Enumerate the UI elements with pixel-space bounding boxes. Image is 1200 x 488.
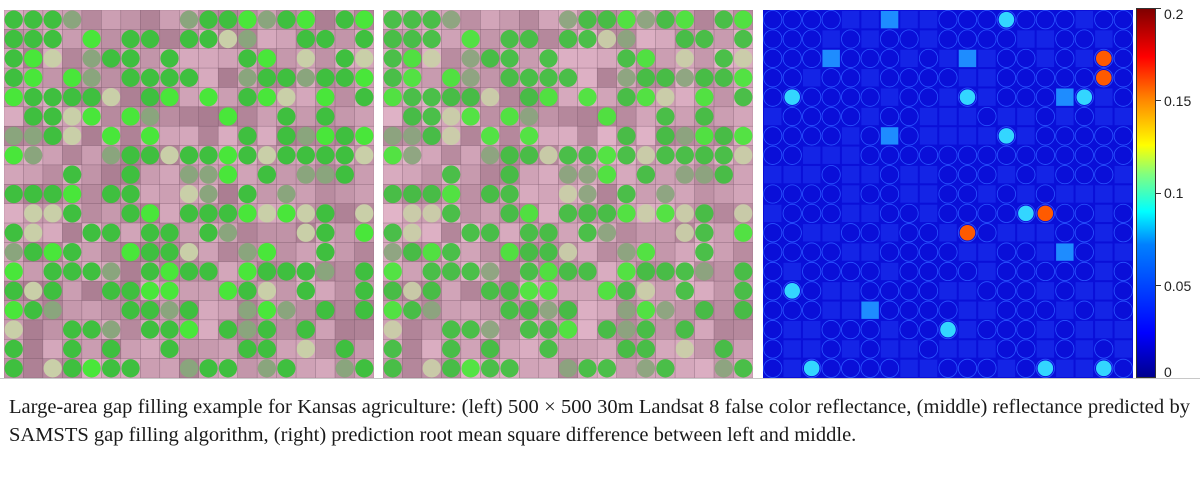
colorbar-tick-label: 0.05	[1164, 277, 1192, 294]
figure-caption: Large-area gap filling example for Kansa…	[0, 378, 1200, 488]
landsat-reflectance-canvas	[4, 10, 374, 378]
rms-difference-canvas	[763, 10, 1133, 378]
colorbar-tick-label: 0.15	[1164, 92, 1192, 109]
landsat-reflectance-image	[4, 10, 374, 378]
colorbar-tick-label: 0.2	[1164, 6, 1184, 22]
predicted-reflectance-canvas	[383, 10, 753, 378]
predicted-reflectance-image	[383, 10, 753, 378]
colorbar-tick-label: 0	[1164, 364, 1172, 380]
colorbar-tick-label: 0.1	[1164, 185, 1184, 201]
colorbar-tick	[1156, 8, 1161, 9]
colorbar-tick	[1156, 285, 1161, 286]
rms-difference-map	[763, 10, 1133, 378]
colorbar: 0.2 0.15 0.1 0.05 0	[1136, 6, 1200, 382]
colorbar-gradient	[1136, 8, 1156, 378]
colorbar-tick	[1156, 100, 1161, 101]
colorbar-tick	[1156, 192, 1161, 194]
